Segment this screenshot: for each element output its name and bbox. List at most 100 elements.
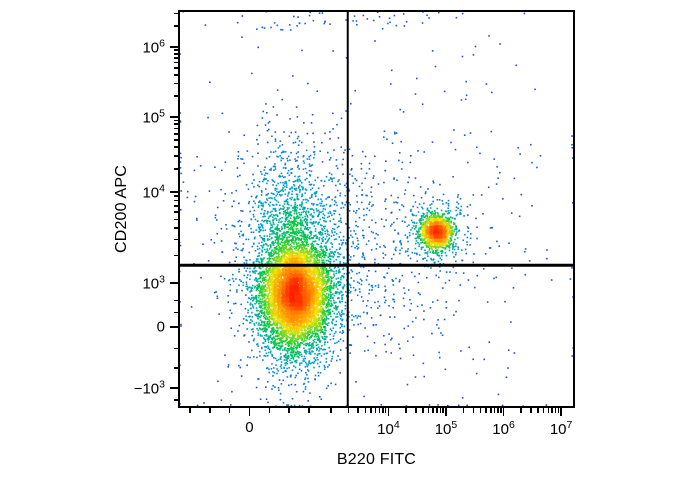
y-tick-label: −103 [133, 378, 165, 398]
y-minor-tick [173, 61, 178, 64]
x-minor-tick [347, 408, 350, 413]
y-minor-tick [173, 254, 178, 257]
x-minor-tick [542, 408, 545, 413]
x-minor-tick [554, 408, 557, 413]
y-major-tick [170, 46, 178, 48]
x-minor-tick [537, 408, 539, 413]
y-minor-tick [173, 227, 178, 229]
y-major-tick [170, 116, 178, 118]
x-minor-tick [485, 408, 487, 413]
y-minor-tick [173, 82, 178, 85]
x-minor-tick [415, 408, 417, 413]
x-minor-tick [189, 408, 191, 413]
y-minor-tick [173, 119, 178, 122]
x-tick-label: 106 [492, 419, 515, 438]
y-axis-label: CD200 APC [113, 164, 130, 254]
y-minor-tick [173, 52, 178, 55]
x-tick-label: 0 [245, 419, 254, 436]
y-minor-tick [173, 205, 178, 207]
x-minor-tick [308, 408, 310, 413]
y-minor-tick [173, 347, 178, 350]
x-minor-tick [208, 408, 211, 413]
quadrant-gate-vertical-line [346, 10, 350, 408]
x-major-tick [445, 408, 447, 416]
x-minor-tick [551, 408, 553, 413]
y-minor-tick [173, 132, 178, 135]
x-minor-tick [364, 408, 367, 413]
y-minor-tick [173, 49, 178, 51]
x-minor-tick [228, 408, 231, 413]
x-minor-tick [330, 408, 332, 413]
plot-area [178, 10, 575, 408]
y-minor-tick [173, 127, 178, 130]
y-minor-tick [173, 12, 178, 15]
x-minor-tick [405, 408, 407, 413]
y-minor-tick [173, 218, 178, 221]
y-minor-tick [173, 195, 178, 197]
x-minor-tick [439, 408, 442, 413]
y-tick-label: 0 [156, 318, 165, 336]
y-minor-tick [173, 56, 178, 59]
x-axis-ticks: 0 104 105 106 107 [178, 408, 575, 452]
y-major-tick [170, 326, 178, 328]
y-minor-tick [173, 168, 178, 170]
y-minor-tick [173, 399, 178, 401]
x-minor-tick [520, 408, 522, 413]
y-tick-label: 103 [142, 273, 165, 293]
x-minor-tick [427, 408, 430, 413]
y-minor-tick [173, 67, 178, 69]
x-minor-tick [557, 408, 560, 413]
x-minor-tick [497, 408, 499, 413]
x-minor-tick [547, 408, 550, 413]
y-minor-tick [173, 238, 178, 241]
y-minor-tick [173, 146, 178, 148]
x-minor-tick [268, 408, 271, 413]
x-minor-tick [378, 408, 381, 413]
y-minor-tick [173, 299, 178, 302]
x-minor-tick [479, 408, 482, 413]
x-minor-tick [384, 408, 387, 413]
x-tick-label: 107 [549, 419, 573, 438]
x-minor-tick [472, 408, 475, 413]
y-axis-ticks: 106 105 104 103 0 −103 [0, 10, 178, 408]
x-tick-label: 104 [377, 419, 400, 438]
x-minor-tick [436, 408, 438, 413]
x-minor-tick [288, 408, 290, 413]
y-minor-tick [173, 74, 178, 76]
quadrant-gate-horizontal-line [178, 263, 575, 267]
y-major-tick [170, 282, 178, 284]
x-axis-label: B220 FITC [336, 451, 417, 468]
density-scatter-canvas [178, 10, 575, 408]
y-major-tick [170, 387, 178, 389]
x-minor-tick [374, 408, 377, 413]
x-minor-tick [382, 408, 384, 413]
x-major-tick [387, 408, 390, 416]
x-minor-tick [432, 408, 435, 413]
y-minor-tick [173, 25, 178, 27]
x-minor-tick [530, 408, 532, 413]
x-minor-tick [499, 408, 502, 413]
x-major-tick [560, 408, 562, 416]
x-minor-tick [442, 408, 444, 413]
y-minor-tick [173, 138, 178, 141]
x-minor-tick [370, 408, 372, 413]
x-minor-tick [490, 408, 492, 413]
x-minor-tick [493, 408, 496, 413]
y-minor-tick [173, 199, 178, 202]
x-minor-tick [357, 408, 360, 413]
y-minor-tick [173, 155, 178, 157]
y-minor-tick [173, 367, 178, 369]
y-tick-label: 104 [142, 182, 165, 202]
y-tick-label: 106 [142, 37, 165, 57]
y-minor-tick [173, 211, 178, 213]
y-major-tick [170, 191, 178, 193]
x-major-tick [502, 408, 505, 416]
y-minor-tick [173, 95, 178, 97]
x-minor-tick [422, 408, 424, 413]
y-minor-tick [173, 311, 178, 314]
x-major-tick [248, 408, 251, 416]
x-tick-label: 105 [434, 419, 458, 438]
y-tick-label: 105 [142, 107, 165, 127]
y-minor-tick [173, 123, 178, 126]
